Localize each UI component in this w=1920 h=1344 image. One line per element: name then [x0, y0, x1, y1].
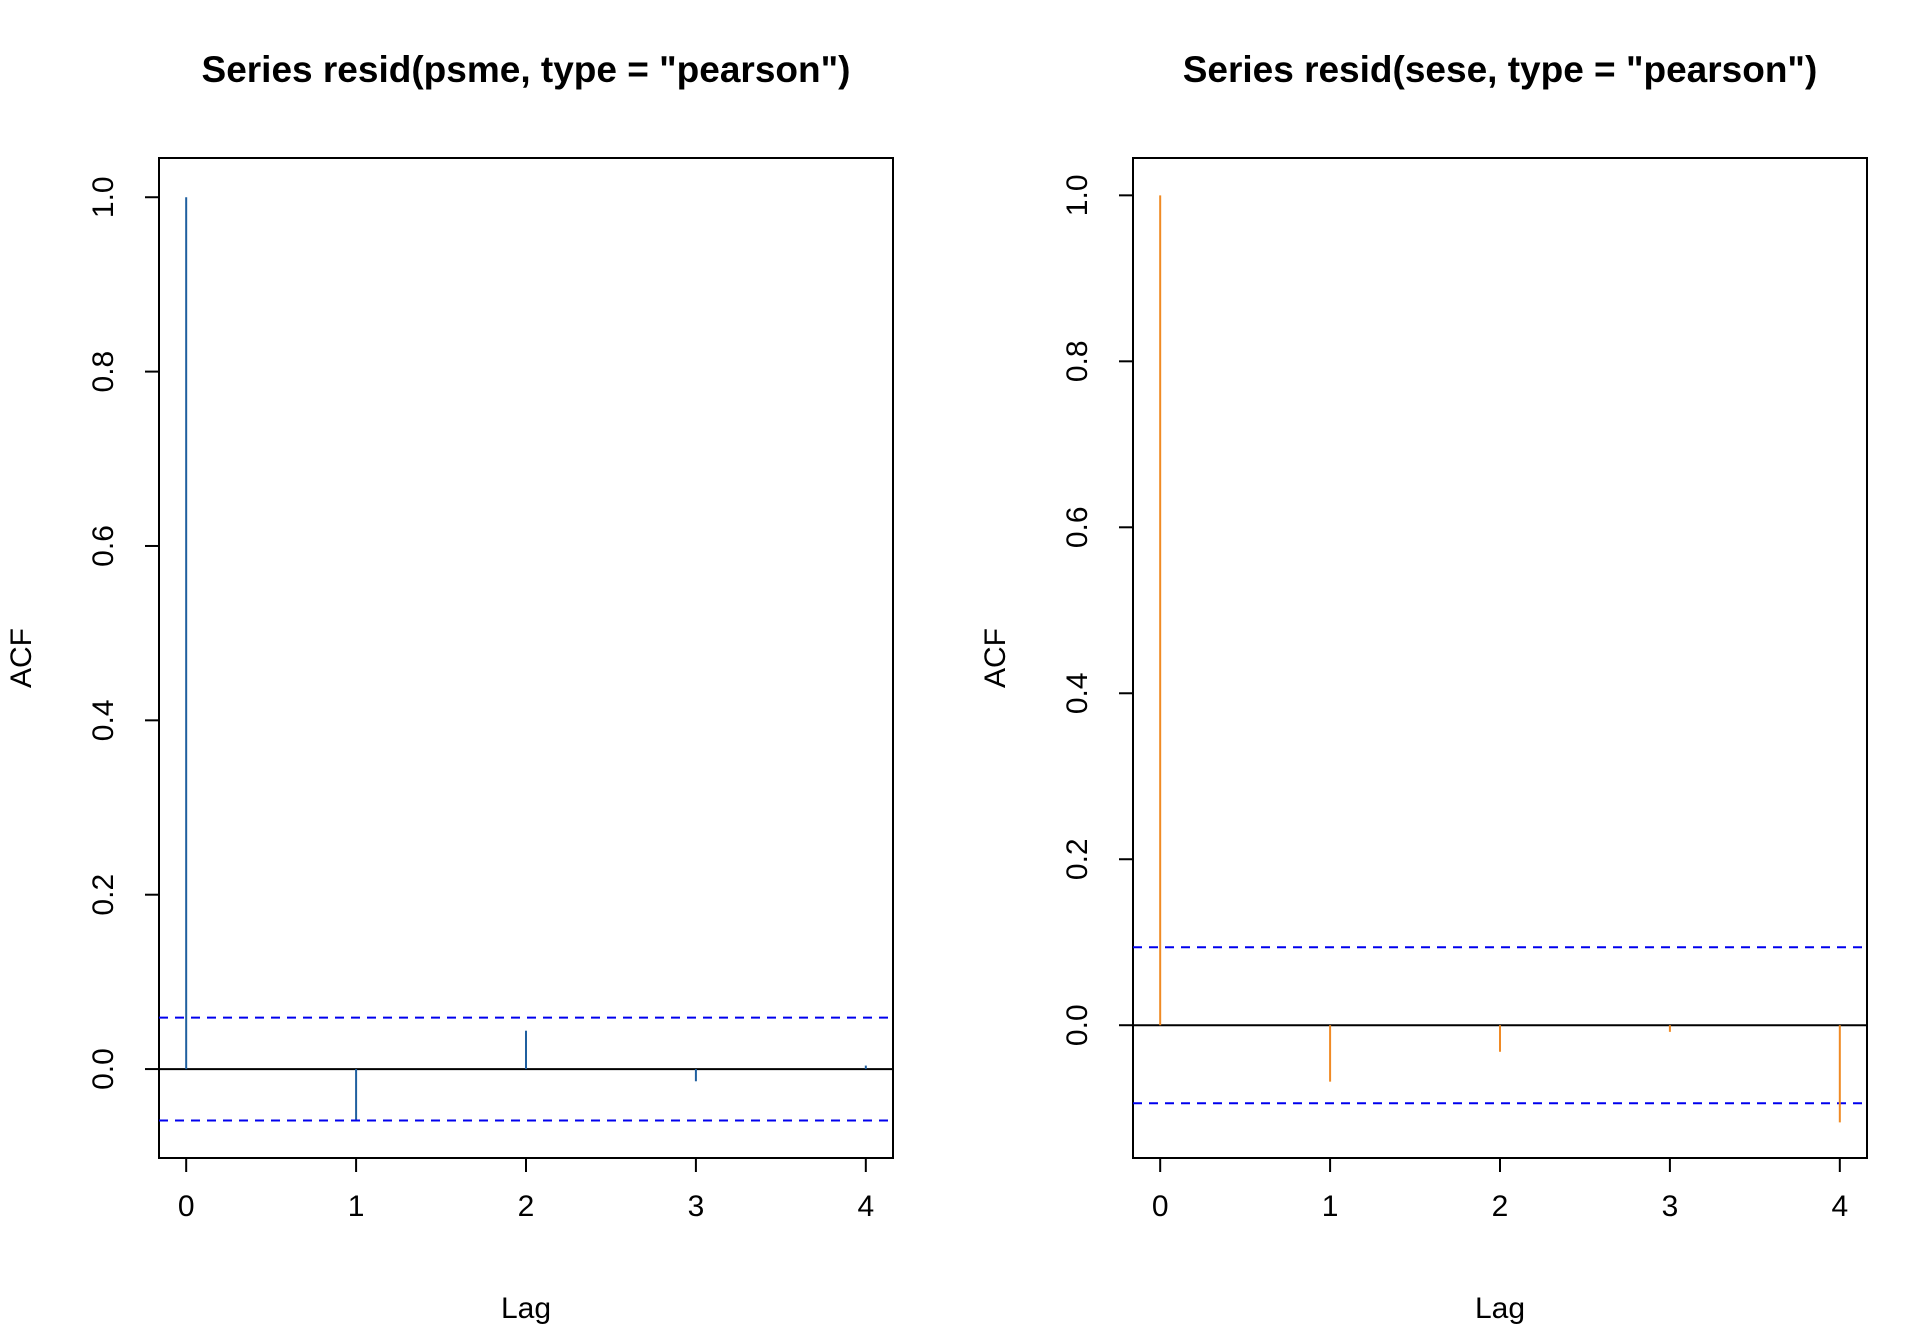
y-tick-label: 0.8 [1061, 340, 1094, 382]
x-tick-label: 4 [1831, 1190, 1848, 1223]
chart-title: Series resid(sese, type = "pearson") [1183, 49, 1818, 90]
y-tick-label: 1.0 [1061, 174, 1094, 216]
x-tick-label: 3 [688, 1190, 705, 1223]
y-tick-label: 0.6 [1061, 506, 1094, 548]
x-tick-label: 0 [1152, 1190, 1169, 1223]
y-tick-label: 0.8 [87, 351, 120, 393]
x-axis-label: Lag [501, 1292, 551, 1325]
x-tick-label: 1 [348, 1190, 365, 1223]
x-tick-label: 4 [857, 1190, 874, 1223]
y-tick-label: 0.2 [87, 874, 120, 916]
acf-panel-1: Series resid(psme, type = "pearson") Lag A… [5, 49, 894, 1325]
x-tick-label: 3 [1662, 1190, 1679, 1223]
x-tick-label: 0 [178, 1190, 195, 1223]
y-tick-label: 0.4 [1061, 672, 1094, 714]
x-axis-label: Lag [1475, 1292, 1525, 1325]
plot-frame [158, 157, 894, 1159]
y-tick-label: 1.0 [87, 176, 120, 218]
chart-title: Series resid(psme, type = "pearson") [202, 49, 851, 90]
x-tick-label: 2 [518, 1190, 535, 1223]
plot-frame [1132, 157, 1868, 1159]
x-tick-label: 2 [1492, 1190, 1509, 1223]
y-tick-label: 0.4 [87, 699, 120, 741]
y-tick-label: 0.0 [87, 1048, 120, 1090]
y-axis-label: ACF [979, 628, 1012, 688]
x-tick-label: 1 [1322, 1190, 1339, 1223]
acf-panel-2: Series resid(sese, type = "pearson") Lag A… [979, 49, 1868, 1325]
y-tick-label: 0.6 [87, 525, 120, 567]
y-axis-label: ACF [5, 628, 38, 688]
y-tick-label: 0.2 [1061, 838, 1094, 880]
y-tick-label: 0.0 [1061, 1004, 1094, 1046]
